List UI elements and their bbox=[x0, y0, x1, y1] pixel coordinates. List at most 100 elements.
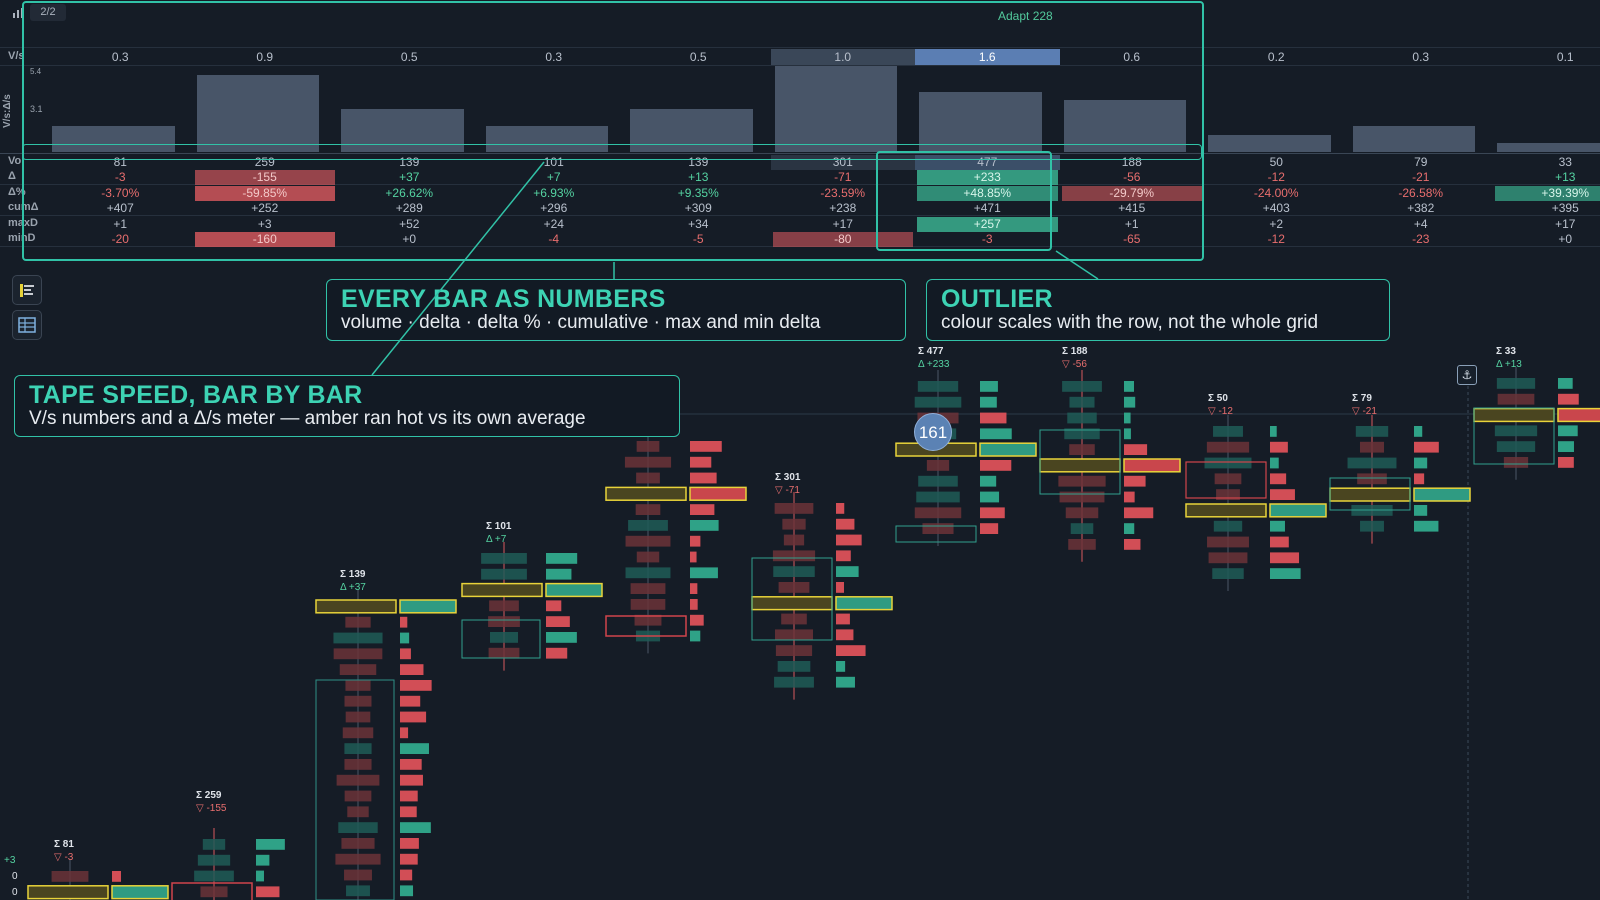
page-indicator[interactable]: 2/2 bbox=[30, 4, 66, 21]
delta-pct-value: -24.00% bbox=[1253, 186, 1299, 200]
delta-bar bbox=[546, 632, 577, 643]
delta-bar bbox=[690, 567, 718, 579]
delta-bar bbox=[836, 550, 851, 562]
vs-value: 0.5 bbox=[400, 50, 418, 64]
volume-cell bbox=[200, 886, 228, 898]
delta-bar bbox=[400, 664, 424, 675]
maxd-value: +1 bbox=[113, 217, 128, 231]
adapt-scale-label[interactable]: Adapt 228 bbox=[998, 9, 1053, 23]
mind-value: -4 bbox=[548, 232, 560, 246]
delta-bar bbox=[400, 759, 422, 770]
vs-value: 0.3 bbox=[1412, 50, 1430, 64]
volume-cell bbox=[916, 491, 960, 503]
value-area-box bbox=[1473, 407, 1555, 465]
volume-cell bbox=[347, 806, 369, 818]
delta-bar bbox=[1414, 473, 1425, 485]
callout-title: OUTLIER bbox=[941, 285, 1053, 313]
mind-value: -20 bbox=[111, 232, 129, 246]
volume-cell bbox=[917, 381, 959, 392]
volume-cell bbox=[333, 632, 383, 644]
vs-value: 0.9 bbox=[256, 50, 274, 64]
volume-cell bbox=[625, 567, 671, 579]
volume-cell bbox=[344, 743, 372, 754]
cum-value: +407 bbox=[106, 201, 134, 215]
delta-speed-bubble[interactable]: 161 bbox=[914, 413, 952, 451]
delta-bar bbox=[836, 676, 855, 688]
vol-value: 477 bbox=[915, 155, 1060, 170]
value-area-box bbox=[315, 679, 395, 900]
volume-cell bbox=[344, 869, 372, 881]
volume-cell bbox=[339, 664, 377, 675]
volume-cell bbox=[489, 632, 519, 643]
delta-bar bbox=[1558, 441, 1574, 452]
poc-cell bbox=[1329, 487, 1411, 502]
poc-cell bbox=[315, 599, 397, 614]
delta-value: -71 bbox=[834, 170, 852, 184]
volume-cell bbox=[777, 661, 811, 672]
volume-cell bbox=[344, 695, 372, 707]
delta-pct-row-label: Δ% bbox=[8, 186, 26, 198]
delta-bar bbox=[980, 428, 1012, 440]
volume-cell bbox=[1503, 457, 1529, 468]
cum-value: +403 bbox=[1262, 201, 1290, 215]
vol-value: 81 bbox=[113, 155, 127, 169]
volume-cell bbox=[1494, 425, 1538, 437]
delta-speed-meter-bar bbox=[485, 126, 608, 152]
grid-table-toggle-button[interactable] bbox=[12, 310, 42, 340]
value-area-box bbox=[1329, 477, 1411, 511]
delta-bar bbox=[1270, 552, 1300, 564]
min-delta-row-label: minD bbox=[8, 232, 36, 244]
volume-cell bbox=[1069, 444, 1095, 455]
delta-bar bbox=[400, 711, 427, 723]
delta-bar bbox=[1124, 475, 1146, 487]
delta-bar bbox=[1414, 426, 1423, 437]
maxd-value: +34 bbox=[688, 217, 709, 231]
volume-cell bbox=[636, 472, 660, 484]
grid-table-icon bbox=[18, 317, 36, 333]
poc-delta-cell bbox=[1123, 458, 1181, 473]
value-area-box bbox=[1185, 461, 1267, 499]
volume-cell bbox=[1206, 441, 1250, 453]
maxd-value: +3 bbox=[257, 217, 272, 231]
volume-cell bbox=[630, 599, 666, 610]
delta-value: -21 bbox=[1412, 170, 1430, 184]
delta-bar bbox=[546, 553, 578, 564]
maxd-value: +17 bbox=[832, 217, 853, 231]
mind-value: -65 bbox=[1123, 232, 1141, 246]
delta-bar bbox=[980, 475, 997, 487]
anchor-icon: ⚓ bbox=[1461, 368, 1473, 382]
volume-cell bbox=[926, 460, 950, 471]
value-area-box bbox=[1039, 429, 1121, 495]
callout-title: EVERY BAR AS NUMBERS bbox=[341, 285, 666, 313]
delta-bar bbox=[690, 614, 704, 626]
delta-speed-meter-bar bbox=[1497, 143, 1600, 152]
delta-bar bbox=[400, 680, 432, 691]
vol-value: 188 bbox=[1121, 155, 1142, 169]
delta-bar bbox=[980, 491, 1000, 503]
volume-cell bbox=[1065, 507, 1099, 519]
volume-cell bbox=[914, 396, 962, 408]
volume-cell bbox=[1059, 491, 1105, 503]
delta-bar bbox=[690, 551, 697, 563]
poc-cell bbox=[1185, 503, 1267, 518]
volume-cell bbox=[1067, 412, 1097, 424]
poc-cell bbox=[461, 582, 543, 598]
volume-cell bbox=[1214, 473, 1242, 485]
vol-row-label: Vol bbox=[8, 155, 25, 167]
volume-cell bbox=[1058, 475, 1106, 487]
delta-bar bbox=[400, 616, 408, 628]
delta-row-label: Δ bbox=[8, 170, 16, 182]
delta-speed-meter-bar bbox=[774, 66, 897, 152]
vol-value: 139 bbox=[688, 155, 709, 169]
delta-bar bbox=[400, 727, 409, 739]
mind-value: -23 bbox=[1412, 232, 1430, 246]
maxd-value: +2 bbox=[1269, 217, 1284, 231]
anchor-button[interactable]: ⚓ bbox=[1457, 365, 1477, 385]
bar-stats-toggle-button[interactable] bbox=[12, 275, 42, 305]
volume-cell bbox=[783, 534, 805, 546]
volume-cell bbox=[636, 441, 660, 452]
value-area-box bbox=[895, 525, 977, 543]
delta-bar bbox=[1124, 444, 1148, 455]
cum-value: +382 bbox=[1407, 201, 1435, 215]
